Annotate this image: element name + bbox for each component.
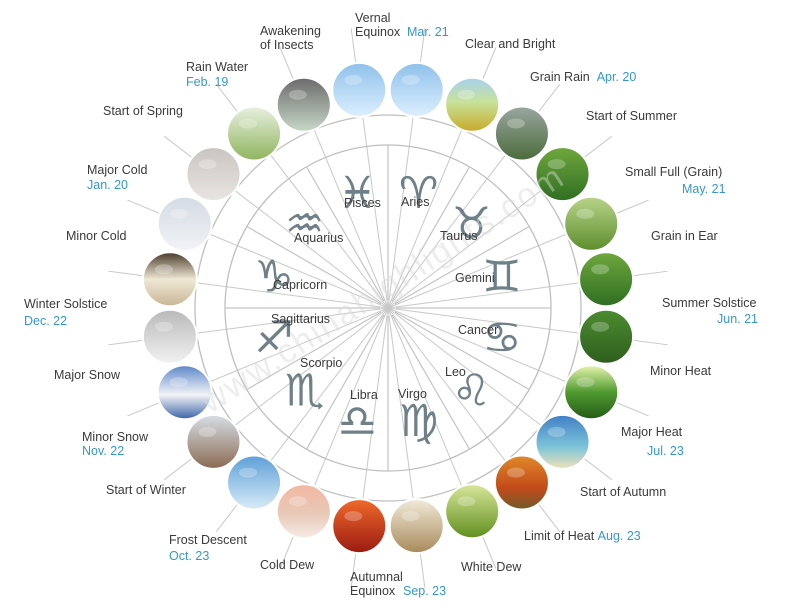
photo-limit-of-heat — [444, 483, 501, 540]
date-frost-descent: Oct. 23 — [169, 549, 210, 563]
photo-clear-and-bright — [444, 76, 501, 133]
zodiac-spoke — [305, 314, 385, 450]
date-major-heat: Jul. 23 — [647, 444, 684, 458]
photo-start-of-spring — [226, 105, 283, 162]
term-white-dew: White Dew — [461, 560, 522, 574]
season-photos — [141, 61, 635, 555]
term-grain-rain: Grain Rain Apr. 20 — [530, 70, 637, 84]
capricorn-symbol-icon: ♑ — [254, 251, 293, 302]
photo-winter-solstice — [141, 251, 198, 308]
sign-aries: Aries — [401, 195, 430, 209]
photo-start-of-autumn — [493, 454, 550, 511]
term-minor-snow: Minor Snow — [82, 430, 148, 444]
aries-symbol-icon: ♈ — [399, 168, 438, 219]
taurus-symbol-icon: ♉ — [452, 199, 491, 250]
cancer-symbol-icon: ♋ — [482, 313, 521, 364]
zodiac-spoke — [391, 166, 471, 302]
date-limit-of-heat: Aug. 23 — [597, 529, 641, 543]
term-major-cold: Major Cold — [87, 163, 148, 177]
sign-scorpio: Scorpio — [300, 356, 343, 370]
zodiac-spoke — [391, 314, 471, 450]
gemini-symbol-icon: ♊ — [482, 251, 521, 302]
date-autumnal-equinox: Sep. 23 — [403, 584, 447, 598]
term-major-snow: Major Snow — [54, 368, 120, 382]
photo-minor-snow — [156, 364, 213, 421]
date-minor-snow: Nov. 22 — [82, 444, 125, 458]
photo-rain-water — [275, 76, 332, 133]
term-start-of-spring: Start of Spring — [103, 104, 183, 118]
photo-major-snow — [141, 308, 198, 365]
zodiac-symbols: ♈ ♉♊ ♋♌ ♍ ♎ ♏♐ ♑♒ ♓ — [254, 168, 521, 447]
sign-virgo: Virgo — [398, 387, 427, 401]
photo-white-dew — [388, 498, 445, 555]
date-winter-solstice: Dec. 22 — [24, 314, 68, 328]
photo-minor-heat — [563, 364, 620, 421]
zodiac-spoke — [394, 311, 530, 391]
photo-autumnal-equinox — [331, 498, 388, 555]
zodiac-spokes — [225, 145, 551, 471]
term-clear-and-bright: Clear and Bright — [465, 37, 556, 51]
zodiac-spoke — [246, 311, 382, 391]
photo-start-of-winter — [185, 413, 242, 470]
sign-taurus: Taurus — [440, 229, 478, 243]
date-grain-rain: Apr. 20 — [596, 70, 637, 84]
date-small-full-grain: May. 21 — [682, 182, 726, 196]
sagittarius-symbol-icon: ♐ — [254, 313, 293, 364]
term-frost-descent: Frost Descent — [169, 533, 247, 547]
term-grain-in-ear: Grain in Ear — [651, 229, 718, 243]
date-major-cold: Jan. 20 — [87, 178, 129, 192]
virgo-symbol-icon: ♍ — [399, 396, 438, 447]
photo-small-full-grain — [563, 195, 620, 252]
term-minor-heat: Minor Heat — [650, 364, 712, 378]
photo-grain-in-ear — [578, 251, 635, 308]
term-summer-solstice: Summer Solstice — [662, 296, 757, 310]
outer-ring — [194, 114, 582, 502]
date-rain-water: Feb. 19 — [186, 75, 229, 89]
sign-capricorn: Capricorn — [273, 278, 328, 292]
term-small-full-grain: Small Full (Grain) — [625, 165, 723, 179]
photo-grain-rain — [493, 105, 550, 162]
term-start-of-autumn: Start of Autumn — [580, 485, 667, 499]
sign-pisces: Pisces — [344, 196, 381, 210]
zodiac-spoke — [246, 225, 382, 305]
photo-summer-solstice — [578, 308, 635, 365]
photo-start-of-summer — [534, 146, 591, 203]
aquarius-symbol-icon: ♒ — [285, 199, 324, 250]
term-awakening-of-insects: Awakening of Insects — [260, 24, 321, 52]
photo-vernal-equinox — [388, 61, 445, 118]
libra-symbol-icon: ♎ — [338, 396, 377, 447]
photo-awakening-of-insects — [331, 61, 388, 118]
sign-leo: Leo — [445, 365, 466, 379]
sign-cancer: Cancer — [458, 323, 499, 337]
sign-aquarius: Aquarius — [294, 231, 344, 245]
term-vernal-equinox: Vernal Equinox — [355, 11, 401, 39]
sign-sagittarius: Sagittarius — [271, 312, 331, 326]
photo-major-heat — [534, 413, 591, 470]
term-minor-cold: Minor Cold — [66, 229, 127, 243]
sign-libra: Libra — [350, 388, 378, 402]
term-rain-water: Rain Water — [186, 60, 249, 74]
zodiac-spoke — [305, 166, 385, 302]
leo-symbol-icon: ♌ — [452, 365, 491, 416]
date-summer-solstice: Jun. 21 — [717, 312, 759, 326]
photo-cold-dew — [275, 483, 332, 540]
pisces-symbol-icon: ♓ — [338, 168, 377, 219]
sign-gemini: Gemini — [455, 271, 495, 285]
zodiac-spoke — [394, 225, 530, 305]
photo-major-cold — [185, 146, 242, 203]
term-autumnal-equinox: Autumnal Equinox — [350, 570, 403, 598]
term-winter-solstice: Winter Solstice — [24, 297, 108, 311]
term-start-of-winter: Start of Winter — [106, 483, 186, 497]
date-vernal-equinox: Mar. 21 — [407, 25, 449, 39]
term-major-heat: Major Heat — [621, 425, 683, 439]
term-limit-of-heat: Limit of Heat Aug. 23 — [524, 529, 641, 543]
term-start-of-summer: Start of Summer — [586, 109, 677, 123]
photo-minor-cold — [156, 195, 213, 252]
scorpio-symbol-icon: ♏ — [285, 365, 324, 416]
term-cold-dew: Cold Dew — [260, 558, 315, 572]
photo-frost-descent — [226, 454, 283, 511]
